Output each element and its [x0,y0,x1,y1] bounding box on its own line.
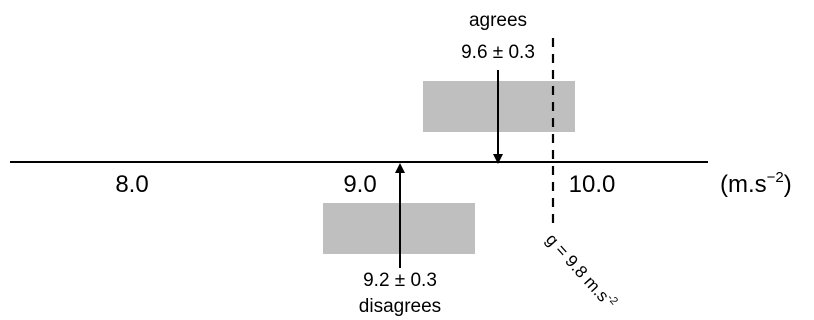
axis-unit-exponent: −2 [767,169,784,186]
reference-prefix: g = 9.8 m.s [542,230,613,306]
axis-unit-suffix: ) [784,171,792,198]
reference-g-label: g = 9.8 m.s-2 [542,229,620,313]
axis-unit-label: (m.s−2) [720,169,792,198]
tick-label-8: 8.0 [115,171,148,198]
lower-value-label: 9.2 ± 0.3 [363,270,437,291]
upper-verdict-label: agrees [469,10,527,31]
axis-unit-prefix: (m.s [720,171,767,198]
tick-label-10: 10.0 [569,171,616,198]
tick-label-9: 9.0 [343,171,376,198]
lower-verdict-label: disagrees [359,296,441,317]
upper-value-label: 9.6 ± 0.3 [461,42,535,63]
